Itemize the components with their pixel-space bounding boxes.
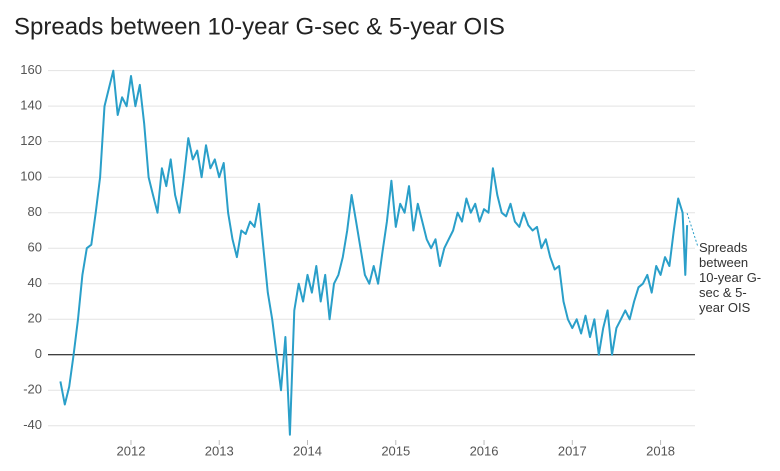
y-tick-label: 100 bbox=[20, 169, 42, 184]
y-tick-label: 80 bbox=[28, 204, 42, 219]
y-tick-label: 60 bbox=[28, 240, 42, 255]
x-tick-label: 2013 bbox=[205, 443, 234, 458]
y-tick-label: -40 bbox=[23, 417, 42, 432]
y-tick-label: 0 bbox=[35, 346, 42, 361]
y-tick-label: 160 bbox=[20, 62, 42, 77]
x-tick-label: 2017 bbox=[558, 443, 587, 458]
series-label: Spreads between 10-year G-sec & 5-year O… bbox=[699, 240, 762, 315]
y-tick-label: 120 bbox=[20, 133, 42, 148]
y-tick-label: -20 bbox=[23, 382, 42, 397]
label-leader bbox=[686, 212, 699, 248]
x-tick-label: 2012 bbox=[117, 443, 146, 458]
x-tick-label: 2015 bbox=[381, 443, 410, 458]
series-line bbox=[59, 69, 689, 436]
x-tick-label: 2018 bbox=[646, 443, 675, 458]
x-tick-label: 2014 bbox=[293, 443, 322, 458]
y-tick-label: 20 bbox=[28, 311, 42, 326]
chart-title: Spreads between 10-year G-sec & 5-year O… bbox=[14, 13, 505, 40]
x-tick-label: 2016 bbox=[470, 443, 499, 458]
y-tick-label: 40 bbox=[28, 275, 42, 290]
y-tick-label: 140 bbox=[20, 98, 42, 113]
